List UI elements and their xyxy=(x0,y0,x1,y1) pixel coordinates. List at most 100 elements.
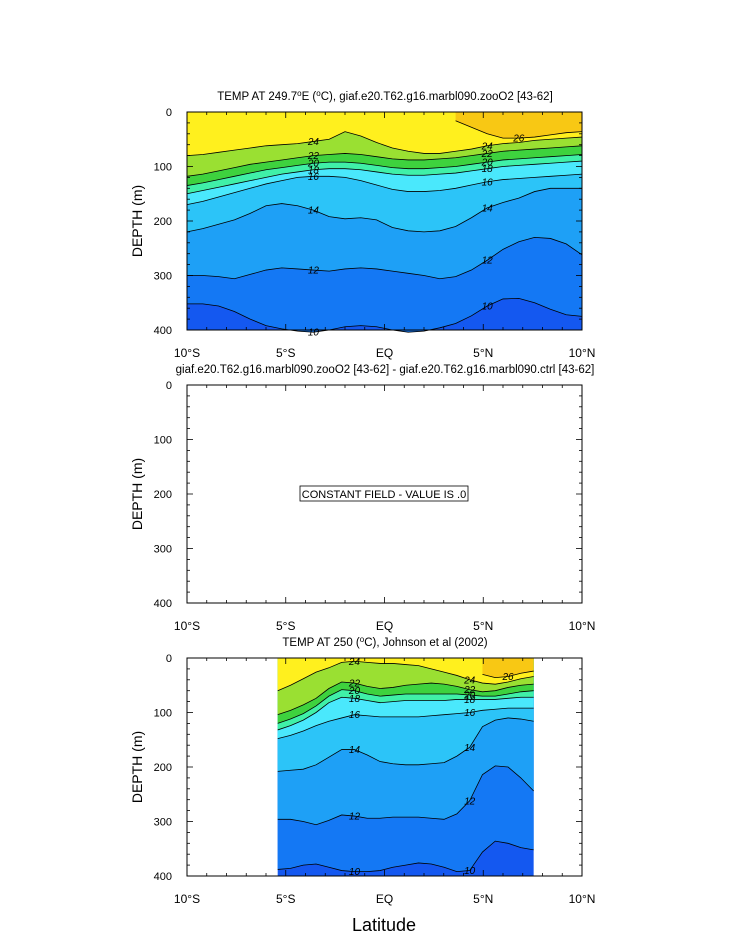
y-tick-label-200: 200 xyxy=(154,216,172,228)
axis-ticks xyxy=(186,384,583,604)
isotherm-label-16-0: 16 xyxy=(349,710,361,721)
panel-title: TEMP AT 249.7oE (oC), giaf.e20.T62.g16.m… xyxy=(217,89,553,104)
x-tick-label-10s: 10°S xyxy=(174,892,200,906)
isotherm-label-10-1: 10 xyxy=(482,302,494,313)
y-tick-label-0: 0 xyxy=(166,653,172,665)
isotherm-label-26-0: 26 xyxy=(501,672,514,683)
band-above-26 xyxy=(482,658,534,678)
y-tick-label-100: 100 xyxy=(154,708,172,720)
isotherm-label-24-0: 24 xyxy=(348,657,361,668)
isotherm-24 xyxy=(277,660,534,692)
isotherm-label-16-0: 16 xyxy=(308,172,320,183)
isotherm-20 xyxy=(186,154,583,186)
isotherm-label-12-0: 12 xyxy=(308,266,320,277)
x-tick-label-10s: 10°S xyxy=(174,346,200,360)
panel-difference: giaf.e20.T62.g16.marbl090.zooO2 [43-62] … xyxy=(129,364,595,633)
y-tick-labels: 0 100 200 300 400 xyxy=(154,107,172,337)
isotherm-label-12-1: 12 xyxy=(482,256,494,267)
isotherm-label-22-0: 22 xyxy=(307,151,320,162)
y-axis-label: DEPTH (m) xyxy=(129,458,145,530)
isotherm-label-18-0: 18 xyxy=(349,694,361,705)
y-tick-label-300: 300 xyxy=(154,544,172,556)
y-tick-label-300: 300 xyxy=(154,271,172,283)
x-tick-label-10s: 10°S xyxy=(174,619,200,633)
isotherm-10 xyxy=(277,840,534,873)
isotherm-label-24-1: 24 xyxy=(481,141,494,152)
isotherm-label-18-1: 18 xyxy=(464,695,476,706)
panel-observed-temperature: TEMP AT 250 (oC), Johnson et al (2002) D… xyxy=(129,635,595,907)
axis-ticks xyxy=(186,111,583,331)
x-tick-label-5s: 5°S xyxy=(276,892,295,906)
axis-ticks xyxy=(186,657,583,877)
isotherm-18 xyxy=(277,696,534,731)
y-tick-label-0: 0 xyxy=(166,380,172,392)
isotherm-12 xyxy=(187,236,583,280)
isotherm-label-16-1: 16 xyxy=(482,177,494,188)
isotherm-label-22-0: 22 xyxy=(348,679,361,690)
x-tick-label-5n: 5°N xyxy=(473,346,493,360)
isotherm-20 xyxy=(277,689,534,724)
x-tick-label-5s: 5°S xyxy=(276,346,295,360)
panel-model-temperature: TEMP AT 249.7oE (oC), giaf.e20.T62.g16.m… xyxy=(129,89,595,361)
isotherm-24 xyxy=(186,131,583,156)
isotherm-label-26-0: 26 xyxy=(512,134,525,145)
isotherm-22 xyxy=(186,145,583,177)
isotherm-26 xyxy=(455,120,583,139)
x-tick-label-eq: EQ xyxy=(376,619,393,633)
isotherm-label-16-1: 16 xyxy=(464,708,476,719)
x-tick-labels: 10°S 5°S EQ 5°N 10°N xyxy=(174,619,595,633)
isotherm-label-10-0: 10 xyxy=(308,328,320,339)
isotherm-label-14-0: 14 xyxy=(308,206,320,217)
isotherm-26 xyxy=(482,670,534,679)
contour-lines xyxy=(277,660,534,873)
isotherm-label-10-0: 10 xyxy=(349,867,361,878)
isotherm-18 xyxy=(186,160,583,195)
y-tick-label-400: 400 xyxy=(154,325,172,337)
y-tick-label-200: 200 xyxy=(154,762,172,774)
contour-lines xyxy=(186,120,583,333)
x-tick-label-10n: 10°N xyxy=(569,619,596,633)
band-above-24 xyxy=(277,658,534,691)
x-tick-label-5n: 5°N xyxy=(473,892,493,906)
x-tick-labels: 10°S 5°S EQ 5°N 10°N xyxy=(174,346,595,360)
isotherm-label-12-0: 12 xyxy=(349,812,361,823)
isotherm-label-24-1: 24 xyxy=(463,675,476,686)
y-tick-label-400: 400 xyxy=(154,598,172,610)
isotherm-14 xyxy=(277,717,534,772)
isotherm-label-22-1: 22 xyxy=(463,685,476,696)
isotherm-label-12-1: 12 xyxy=(464,796,476,807)
y-tick-label-200: 200 xyxy=(154,489,172,501)
isotherm-label-20-1: 20 xyxy=(463,691,476,702)
isotherm-16 xyxy=(186,173,583,206)
y-tick-label-300: 300 xyxy=(154,817,172,829)
y-axis-label: DEPTH (m) xyxy=(129,185,145,257)
y-tick-labels: 0 100 200 300 400 xyxy=(154,653,172,883)
isotherm-label-14-1: 14 xyxy=(464,743,476,754)
isotherm-label-18-1: 18 xyxy=(482,164,494,175)
constant-field-box xyxy=(299,485,469,502)
y-tick-label-0: 0 xyxy=(166,107,172,119)
y-tick-labels: 0 100 200 300 400 xyxy=(154,380,172,610)
x-tick-label-eq: EQ xyxy=(376,892,393,906)
panel-title: giaf.e20.T62.g16.marbl090.zooO2 [43-62] … xyxy=(176,364,595,376)
isotherm-22 xyxy=(277,681,534,716)
y-tick-label-100: 100 xyxy=(154,435,172,447)
x-tick-label-10n: 10°N xyxy=(569,346,596,360)
panel-title: TEMP AT 250 (oC), Johnson et al (2002) xyxy=(282,635,487,650)
isotherm-label-14-1: 14 xyxy=(482,203,494,214)
constant-field-annotation: CONSTANT FIELD - VALUE IS .0 xyxy=(302,489,466,501)
y-tick-label-400: 400 xyxy=(154,871,172,883)
isotherm-14 xyxy=(186,187,582,233)
x-tick-labels: 10°S 5°S EQ 5°N 10°N xyxy=(174,892,595,906)
isotherm-label-18-0: 18 xyxy=(308,165,320,176)
isotherm-label-22-1: 22 xyxy=(481,149,494,160)
isotherm-label-14-0: 14 xyxy=(349,745,361,756)
y-tick-label-100: 100 xyxy=(154,162,172,174)
band-above-26 xyxy=(455,112,582,139)
isotherm-label-10-1: 10 xyxy=(464,866,476,877)
isotherm-label-20-0: 20 xyxy=(307,159,320,170)
x-axis-label: Latitude xyxy=(352,915,416,935)
